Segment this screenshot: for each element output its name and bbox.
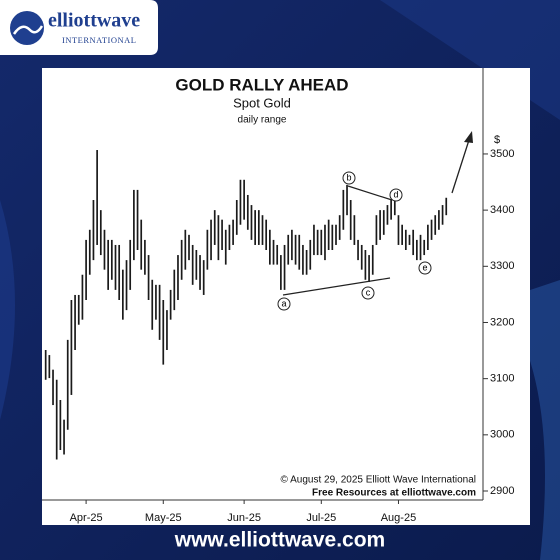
x-tick-label: Jul-25 xyxy=(306,512,336,524)
chart-note: daily range xyxy=(238,115,287,126)
trendline xyxy=(282,277,391,296)
y-tick-label: 3500 xyxy=(490,148,514,160)
wave-label: b xyxy=(346,172,351,182)
wave-circle xyxy=(342,171,356,185)
logo-box xyxy=(0,0,158,55)
x-tick-label: Aug-25 xyxy=(381,512,416,524)
wave-circle xyxy=(418,261,432,275)
footer-url: www.elliottwave.com xyxy=(174,529,385,552)
resources: Free Resources at elliottwave.com xyxy=(312,488,476,499)
wave-circle xyxy=(277,297,291,311)
y-tick-label: 3400 xyxy=(490,204,514,216)
arrow-head xyxy=(464,131,473,143)
logo-sub: INTERNATIONAL xyxy=(62,35,137,45)
wave-label: c xyxy=(366,287,371,297)
chart-title: GOLD RALLY AHEAD xyxy=(175,75,348,94)
x-tick-label: Apr-25 xyxy=(70,512,103,524)
y-axis-label: $ xyxy=(494,134,500,146)
bg-shape xyxy=(500,280,560,560)
wave-circle xyxy=(361,286,375,300)
x-tick-label: May-25 xyxy=(145,512,182,524)
wave-circle xyxy=(389,188,403,202)
x-tick-label: Jun-25 xyxy=(227,512,261,524)
wave-label-group: a b c d e xyxy=(277,171,432,311)
y-tick-label: 3000 xyxy=(490,429,514,441)
arrow xyxy=(451,139,470,194)
trendline xyxy=(347,185,393,201)
bg-shape xyxy=(0,200,15,420)
chart-panel xyxy=(42,68,530,525)
chart-subtitle: Spot Gold xyxy=(233,95,291,110)
logo-name: elliottwave xyxy=(48,10,140,32)
y-tick-label: 3100 xyxy=(490,373,514,385)
wave-label: e xyxy=(422,262,427,272)
y-tick-label: 2900 xyxy=(490,485,514,497)
copyright: © August 29, 2025 Elliott Wave Internati… xyxy=(281,475,476,486)
wave-label: a xyxy=(281,298,286,308)
wave-label: d xyxy=(393,189,398,199)
logo-wave xyxy=(12,25,44,35)
plot xyxy=(42,68,488,504)
y-tick-label: 3200 xyxy=(490,316,514,328)
y-tick-label: 3300 xyxy=(490,260,514,272)
